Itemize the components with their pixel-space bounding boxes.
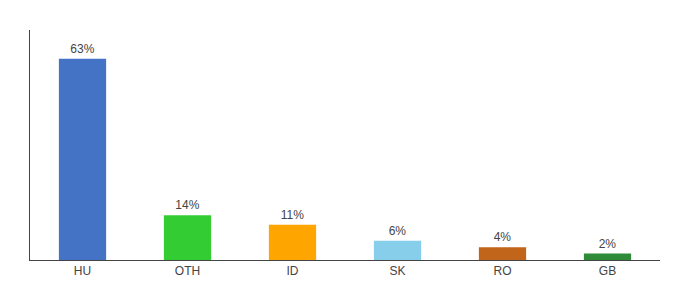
svg-text:63%: 63% (70, 42, 94, 56)
svg-text:ID: ID (287, 264, 299, 278)
svg-text:HU: HU (74, 264, 91, 278)
svg-text:2%: 2% (599, 237, 617, 251)
svg-text:11%: 11% (281, 208, 304, 222)
svg-text:14%: 14% (175, 198, 199, 212)
svg-text:SK: SK (389, 264, 405, 278)
svg-text:RO: RO (494, 264, 512, 278)
svg-text:GB: GB (599, 264, 616, 278)
svg-text:OTH: OTH (175, 264, 200, 278)
svg-text:6%: 6% (389, 224, 407, 238)
svg-text:4%: 4% (494, 230, 512, 244)
